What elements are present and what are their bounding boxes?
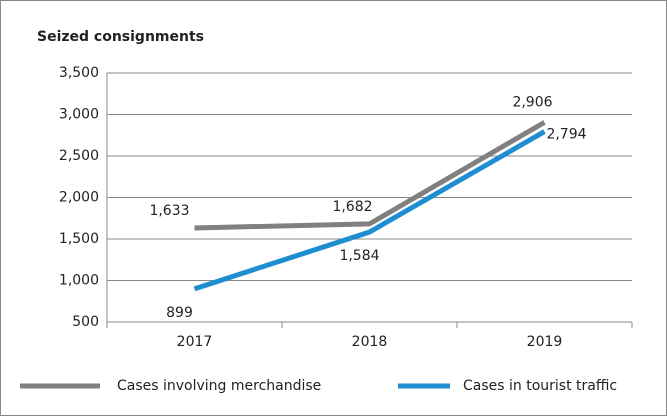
series-line <box>194 120 546 231</box>
data-label: 1,682 <box>332 199 372 215</box>
y-tick-label: 3,000 <box>59 107 99 123</box>
y-tick-label: 3,500 <box>59 65 99 81</box>
data-label: 2,794 <box>546 127 586 143</box>
chart-title: Seized consignments <box>37 29 204 45</box>
legend-label: Cases in tourist traffic <box>463 378 617 394</box>
y-tick-label: 500 <box>72 314 99 330</box>
series-line <box>193 129 546 292</box>
y-tick-label: 1,000 <box>59 273 99 289</box>
data-label: 899 <box>166 305 193 321</box>
x-tick-label: 2018 <box>352 334 388 350</box>
x-tick-label: 2017 <box>177 334 213 350</box>
data-label: 2,906 <box>512 94 552 110</box>
y-tick-label: 2,500 <box>59 148 99 164</box>
data-label: 1,633 <box>149 203 189 219</box>
x-tick-label: 2019 <box>527 334 563 350</box>
legend-label: Cases involving merchandise <box>117 378 321 394</box>
y-tick-label: 1,500 <box>59 231 99 247</box>
y-tick-label: 2,000 <box>59 190 99 206</box>
data-label: 1,584 <box>339 248 379 264</box>
